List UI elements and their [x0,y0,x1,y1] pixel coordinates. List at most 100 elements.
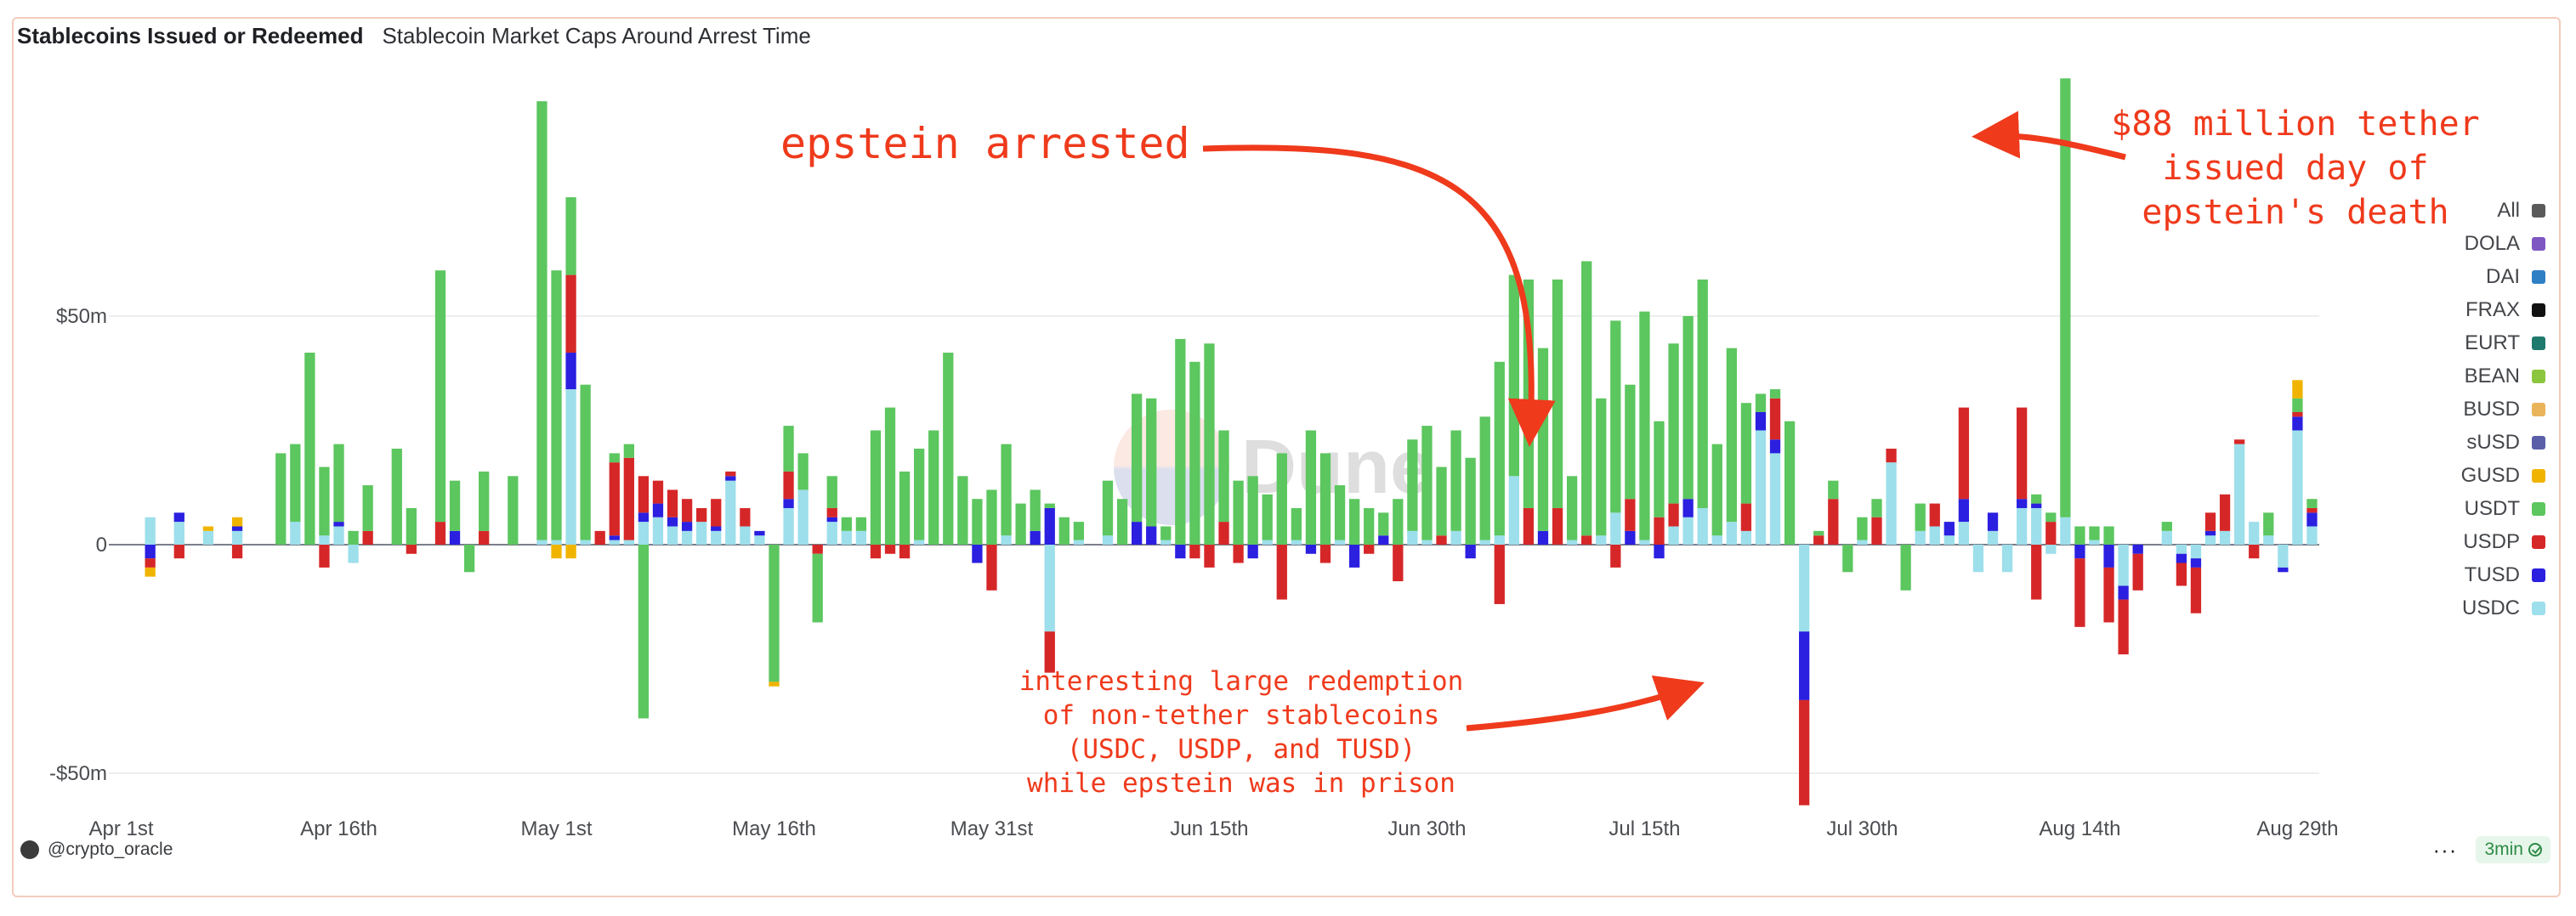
legend-item-dola[interactable]: DOLA [2375,227,2545,260]
bar-usdt [2074,526,2085,545]
x-tick-label: Aug 29th [2256,817,2338,840]
bar-tusd [145,545,156,559]
bar-gusd [231,517,243,527]
legend-item-usdc[interactable]: USDC [2375,591,2545,625]
bar-tusd [1465,545,1476,559]
legend-item-gusd[interactable]: GUSD [2375,459,2545,492]
legend: All DOLA DAI FRAX EURT BEAN BUSD sUSD GUSD USDT US… [2375,194,2545,625]
legend-item-susd[interactable]: sUSD [2375,426,2545,459]
bar-tusd [1799,631,1810,700]
legend-swatch [2532,236,2545,251]
bar-usdc [2306,526,2318,545]
bar-usdt [1436,466,1447,536]
bar-usdp [2219,494,2231,531]
bar-usdc [1958,522,1970,545]
annotation-arrested: epstein arrested [780,119,1190,168]
bar-usdp [362,530,373,545]
bar-usdp [406,545,417,554]
bar-usdt [2060,78,2071,517]
bar-usdt [1639,311,1650,540]
bar-usdc [2219,530,2231,545]
y-tick-label: -$50m [49,762,107,785]
bar-usdc [1769,453,1781,545]
bar-tusd [1146,526,1157,545]
bar-usdp [2017,407,2028,500]
bar-tusd [2278,567,2289,573]
bar-usdt [1262,494,1273,540]
x-tick-label: Jun 15th [1170,817,1248,840]
bar-tusd [1044,507,1055,545]
legend-item-eurt[interactable]: EURT [2375,326,2545,359]
bar-usdp [1799,699,1810,806]
bar-tusd [173,512,184,523]
bar-usdt [797,453,809,490]
legend-item-dai[interactable]: DAI [2375,260,2545,293]
bar-gusd [202,526,214,531]
bar-usdp [319,545,330,568]
bar-tusd [2306,512,2318,527]
legend-item-usdt[interactable]: USDT [2375,492,2545,525]
bar-usdc [1044,545,1055,632]
legend-item-tusd[interactable]: TUSD [2375,558,2545,591]
bar-usdt [1900,545,1911,591]
bar-usdc [2176,545,2187,554]
bar-usdt [826,476,837,508]
bar-usdp [145,558,156,568]
bar-usdp [1204,545,1215,568]
legend-item-usdp[interactable]: USDP [2375,525,2545,558]
bar-usdt [2292,398,2303,412]
annotation-redemption: interesting large redemption of non-teth… [986,664,1496,800]
bar-usdc [1697,507,1708,545]
bar-usdp [1886,449,1897,463]
bar-usdc [2045,545,2057,554]
legend-item-all[interactable]: All [2375,194,2545,227]
bar-usdt [1755,393,1767,412]
refresh-badge[interactable]: 3min [2476,836,2550,863]
bar-usdt [1407,439,1418,531]
legend-swatch [2532,435,2545,450]
legend-item-bean[interactable]: BEAN [2375,359,2545,393]
annotation-death: $88 million tether issued day of epstein… [2074,102,2516,235]
annotation-redemption-line: of non-tether stablecoins [1042,700,1440,731]
author-footer[interactable]: @crypto_oracle [20,840,173,860]
bar-usdc [1711,535,1722,545]
bar-usdp [696,507,707,523]
bar-usdp [870,545,882,559]
bar-usdc [1450,530,1461,545]
bar-usdt [1146,398,1157,527]
bar-usdp [2176,563,2187,586]
bar-usdt [1276,453,1287,545]
bar-tusd [1682,499,1694,517]
bar-usdc [2278,545,2289,568]
bar-tusd [1131,522,1143,545]
bar-tusd [1030,530,1041,545]
bar-usdp [1044,631,1055,673]
bar-tusd [1654,545,1665,559]
legend-item-frax[interactable]: FRAX [2375,293,2545,326]
bar-usdc [2292,430,2303,545]
bar-usdp [231,545,243,559]
bar-usdp [725,471,736,477]
bar-usdp [173,545,184,559]
tab-stablecoins-issued[interactable]: Stablecoins Issued or Redeemed [17,22,364,48]
bar-usdc [1755,430,1767,545]
bar-usdc [1160,540,1172,545]
bar-usdc [754,535,765,545]
bar-usdc [580,540,591,545]
bar-usdc [1479,540,1490,545]
legend-swatch [2532,601,2545,615]
tab-market-caps[interactable]: Stablecoin Market Caps Around Arrest Tim… [382,22,811,48]
bar-usdt [536,101,548,540]
bar-usdt [1610,320,1621,513]
bar-usdc [2089,540,2100,545]
legend-label: BEAN [2464,364,2520,387]
bar-usdt [957,476,968,545]
bar-usdp [884,545,896,554]
bar-tusd [1378,535,1389,545]
legend-label: All [2497,198,2520,222]
legend-item-busd[interactable]: BUSD [2375,393,2545,426]
bar-usdt [1915,503,1926,531]
bar-usdc [1682,517,1694,545]
more-options-icon[interactable]: ··· [2432,837,2458,862]
bar-usdc [2161,530,2172,545]
